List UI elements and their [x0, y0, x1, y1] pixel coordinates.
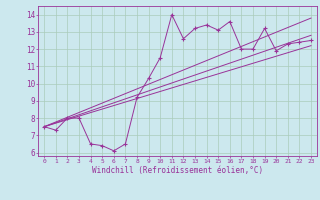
X-axis label: Windchill (Refroidissement éolien,°C): Windchill (Refroidissement éolien,°C)	[92, 166, 263, 175]
